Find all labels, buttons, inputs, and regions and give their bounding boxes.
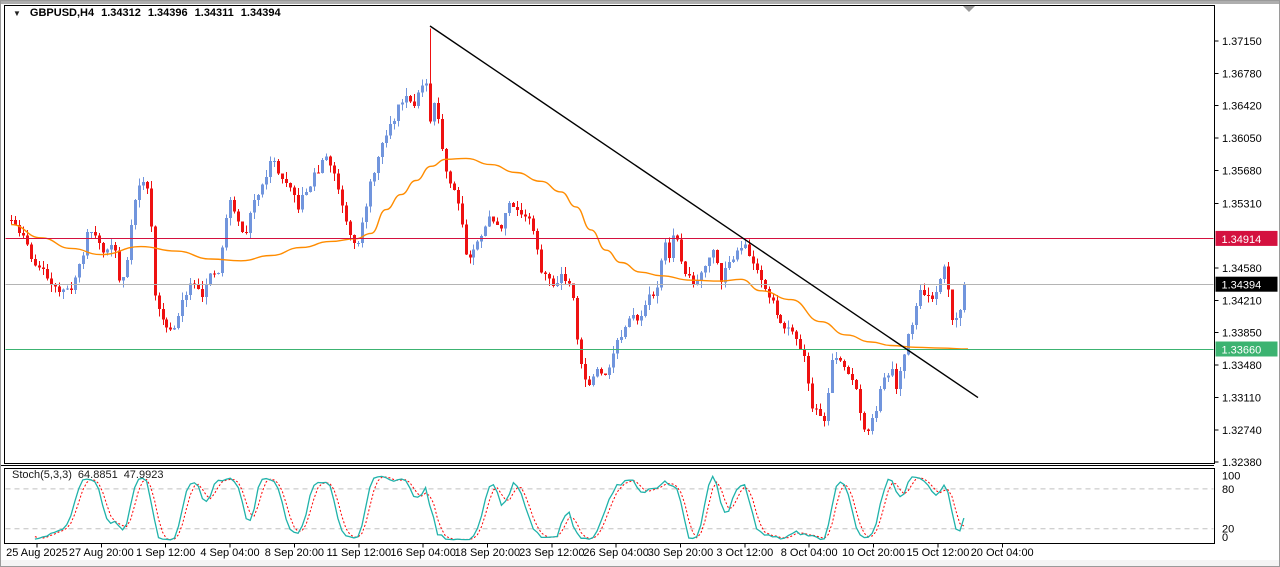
price-axis-label: 1.36780 (1222, 69, 1262, 81)
time-axis-label: 4 Sep 04:00 (200, 547, 259, 559)
resistance-badge-bg (1215, 230, 1278, 246)
time-axis-label: 30 Sep 20:00 (648, 547, 713, 559)
time-axis-label: 1 Sep 12:00 (136, 547, 195, 559)
main-plot-area[interactable] (4, 5, 1215, 464)
time-axis-label: 27 Aug 20:00 (69, 547, 134, 559)
time-axis-label: 8 Sep 20:00 (265, 547, 324, 559)
stoch-signal-line (34, 476, 965, 541)
time-axis-label: 3 Oct 12:00 (716, 547, 773, 559)
stoch-axis-label: 100 (1222, 471, 1240, 483)
stoch-axis-label: 80 (1222, 484, 1234, 496)
symbol-dropdown-icon[interactable]: ▼ (13, 8, 21, 18)
price-axis-label: 1.33850 (1222, 327, 1262, 339)
time-axis-label: 23 Sep 12:00 (519, 547, 584, 559)
descending-trendline[interactable] (429, 25, 979, 399)
current-price-badge-label: 1.34394 (1222, 280, 1262, 292)
price-axis-label: 1.34210 (1222, 296, 1262, 308)
current-price-badge-bg (1215, 276, 1278, 292)
time-axis-label: 15 Oct 12:00 (906, 547, 969, 559)
price-axis-label: 1.33480 (1222, 360, 1262, 372)
time-axis-label: 20 Oct 04:00 (971, 547, 1034, 559)
time-axis-label: 16 Sep 04:00 (390, 547, 455, 559)
price-axis-label: 1.36050 (1222, 133, 1262, 145)
indicator-plot-area[interactable] (4, 468, 1215, 544)
price-axis-label: 1.36420 (1222, 100, 1262, 112)
resistance-price-badge: 1.34914 (1215, 230, 1278, 246)
stoch-main-line (34, 474, 965, 541)
stoch-axis-label: 20 (1222, 524, 1234, 536)
chart-shift-marker-icon[interactable] (963, 6, 975, 12)
time-axis-label: 26 Sep 04:00 (583, 547, 648, 559)
resistance-badge-label: 1.34914 (1222, 234, 1262, 246)
indicator-value-signal: 47.9923 (123, 469, 164, 481)
support-price-badge: 1.33660 (1215, 341, 1278, 357)
candles-layer (10, 28, 966, 435)
support-badge-label: 1.33660 (1222, 345, 1262, 357)
chart-symbol-title: ▼ GBPUSD,H4 1.34312 1.34396 1.34311 1.34… (13, 7, 281, 19)
price-axis-label: 1.35310 (1222, 198, 1262, 210)
indicator-value-main: 64.8851 (77, 469, 118, 481)
support-badge-bg (1215, 341, 1278, 357)
stoch-axis-label: 0 (1222, 532, 1228, 544)
indicator-name: Stoch(5,3,3) (12, 469, 72, 481)
symbol-period-label: GBPUSD,H4 (29, 7, 95, 19)
current-price-price-badge: 1.34394 (1215, 276, 1278, 292)
bear-wicks (11, 28, 953, 435)
time-axis-label: 11 Sep 12:00 (326, 547, 391, 559)
ma-line[interactable] (10, 157, 969, 350)
ohlc-open: 1.34312 (101, 7, 141, 19)
price-axis-label: 1.32740 (1222, 425, 1262, 437)
time-axis-label: 25 Aug 2025 (6, 547, 68, 559)
price-axis-label: 1.32380 (1222, 457, 1262, 469)
price-axis-label: 1.34580 (1222, 263, 1262, 275)
time-axis-label: 8 Oct 04:00 (781, 547, 838, 559)
price-axis-label: 1.37150 (1222, 36, 1262, 48)
window-top-edge (1, 1, 1279, 4)
ohlc-high: 1.34396 (147, 7, 188, 19)
price-axis: 1.37150 1.36780 1.36420 1.36050 1.35680 1.353… (1214, 36, 1262, 469)
indicator-label: Stoch(5,3,3) 64.8851 47.9923 (12, 469, 163, 481)
ohlc-close: 1.34394 (240, 7, 281, 19)
price-axis-label: 1.33110 (1222, 393, 1261, 405)
bull-wicks (63, 79, 965, 435)
time-axis-label: 10 Oct 20:00 (842, 547, 905, 559)
time-axis-label: 18 Sep 20:00 (455, 547, 520, 559)
ohlc-low: 1.34311 (194, 7, 234, 19)
price-axis-label: 1.35680 (1222, 166, 1262, 178)
